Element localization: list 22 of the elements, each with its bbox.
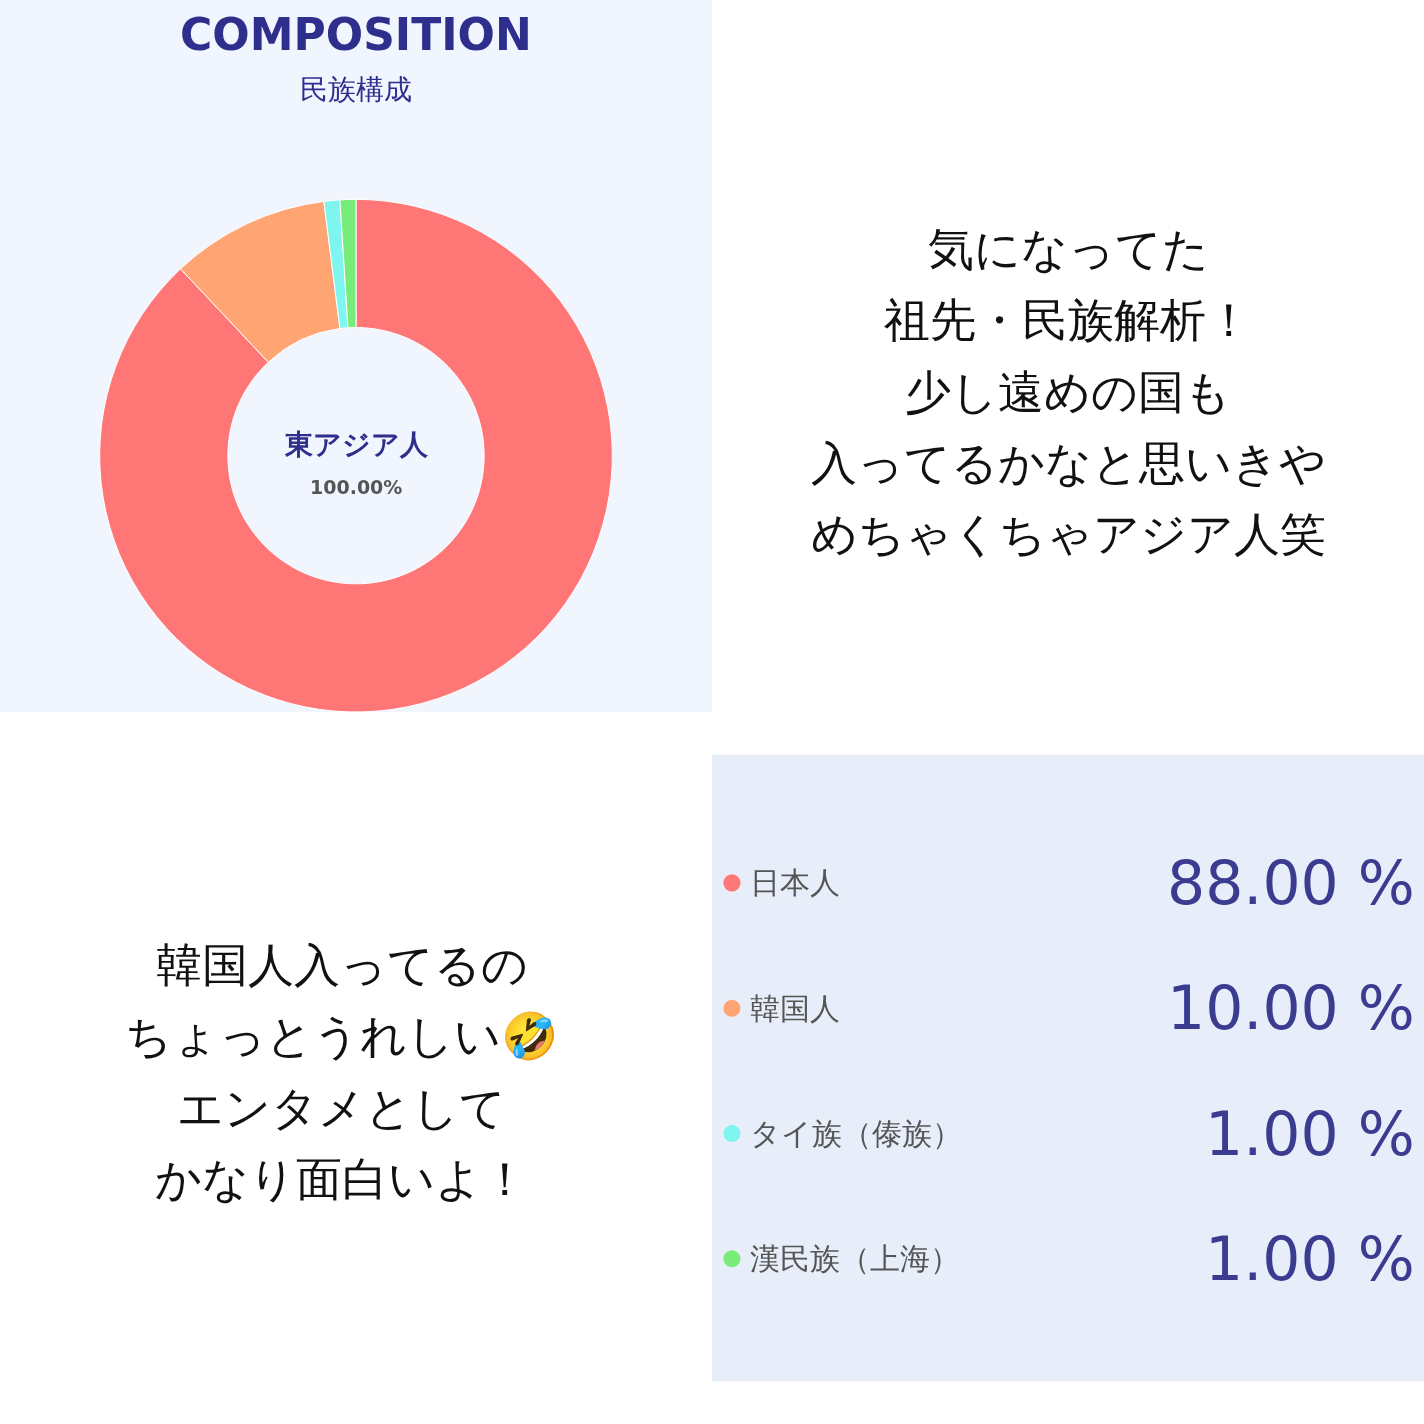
text: 東アジア人 [284,428,429,461]
text: 少し遠めの国も [905,365,1231,419]
data-label: 88.00 % [1167,848,1415,918]
legend-label: 漢民族（上海） [750,1241,960,1276]
legend-label: タイ族（傣族） [750,1116,962,1151]
text: めちゃくちゃアジア人笑 [811,507,1326,561]
data-label: 1.00 % [1205,1224,1415,1294]
text: 100.00% [310,476,403,498]
chart-title: COMPOSITION [180,9,532,60]
data-label: 1.00 % [1205,1099,1415,1169]
text: 韓国人入ってるの [156,938,528,992]
legend-label: 韓国人 [750,991,840,1026]
text: 入ってるかなと思いきや [811,436,1326,490]
text: かなり面白いよ！ [155,1152,528,1206]
data-label: 10.00 % [1167,973,1415,1043]
text: 祖先・民族解析！ [884,293,1252,347]
legend-label: 日本人 [750,865,840,900]
chart-subtitle: 民族構成 [300,73,412,106]
text: ちょっとうれしい🤣 [125,1009,558,1065]
text: 気になってた [928,222,1209,276]
donut-slice [99,198,613,713]
text: エンタメとして [177,1081,506,1135]
